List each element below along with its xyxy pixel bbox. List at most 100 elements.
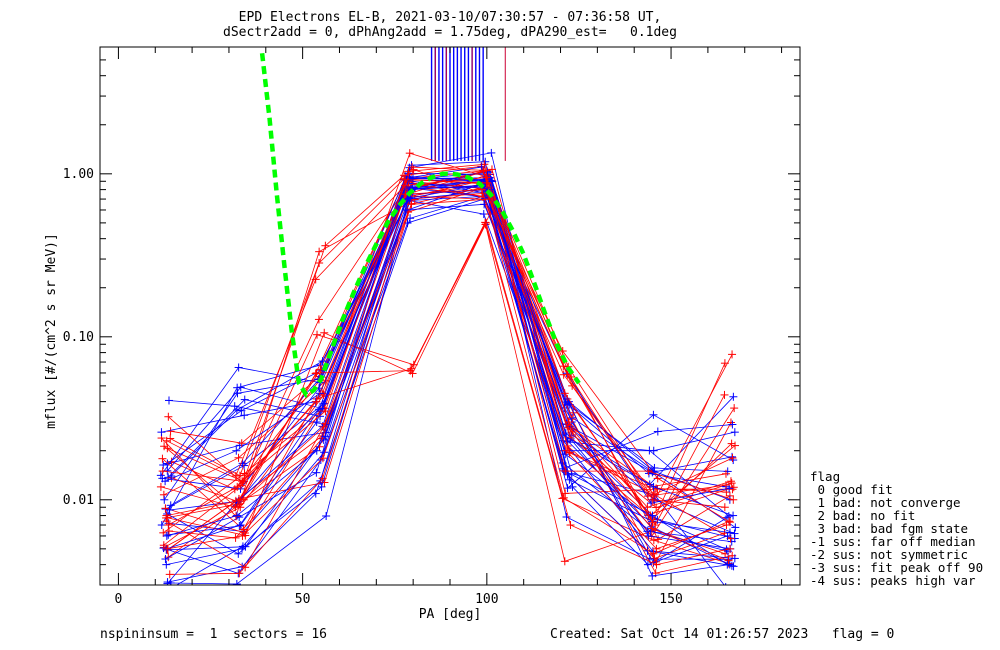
data-point — [649, 410, 658, 419]
fit-curve — [259, 52, 581, 399]
data-point — [728, 350, 737, 359]
data-point — [569, 408, 578, 417]
data-point — [230, 402, 239, 411]
data-point — [720, 390, 729, 399]
data-point — [654, 535, 663, 544]
data-point — [164, 412, 173, 421]
data-point — [728, 485, 737, 494]
data-point — [158, 467, 167, 476]
profile-line — [161, 174, 735, 538]
data-point — [729, 456, 738, 465]
profile-line — [166, 179, 731, 550]
data-point — [408, 174, 417, 183]
data-point — [165, 505, 174, 514]
data-point — [238, 531, 247, 540]
data-point — [321, 432, 330, 441]
data-point — [400, 171, 409, 180]
data-point — [648, 495, 657, 504]
data-point — [161, 477, 170, 486]
data-point — [320, 478, 329, 487]
profile-line — [166, 203, 731, 565]
data-point — [649, 482, 658, 491]
data-point — [318, 357, 327, 366]
data-point — [728, 420, 737, 429]
flag-legend-item: -4 sus: peaks high var — [810, 573, 976, 588]
data-point — [233, 389, 242, 398]
flag-legend-item: 2 bad: no fit — [810, 508, 916, 523]
data-point — [162, 436, 171, 445]
data-point — [240, 395, 249, 404]
profile-line — [163, 180, 733, 574]
data-point — [568, 381, 577, 390]
data-point — [321, 407, 330, 416]
profile-line — [163, 189, 735, 501]
data-point — [317, 482, 326, 491]
data-point — [162, 531, 171, 540]
x-tick-label: 0 — [115, 592, 123, 607]
y-tick-label: 1.00 — [63, 167, 94, 182]
data-point — [648, 511, 657, 520]
data-point — [643, 503, 652, 512]
data-point — [482, 173, 491, 182]
data-point — [725, 484, 734, 493]
data-point — [232, 580, 241, 585]
data-point — [729, 495, 738, 504]
data-point — [727, 479, 736, 488]
data-point — [727, 439, 736, 448]
data-point — [487, 165, 496, 174]
data-point — [406, 214, 415, 223]
data-point — [313, 330, 322, 339]
data-point — [729, 392, 738, 401]
footer-spin-info: nspininsum = 1 sectors = 16 — [100, 627, 327, 642]
profile-line — [168, 170, 732, 558]
profile-line — [168, 165, 726, 524]
data-point — [166, 501, 175, 510]
data-point — [162, 511, 171, 520]
data-point — [318, 454, 327, 463]
data-point — [160, 442, 169, 451]
data-point — [723, 531, 732, 540]
data-point — [404, 167, 413, 176]
data-point — [312, 446, 321, 455]
flag-legend-item: 0 good fit — [810, 482, 893, 497]
data-point — [563, 484, 572, 493]
data-point — [234, 549, 243, 558]
data-point — [312, 397, 321, 406]
y-tick-label: 0.10 — [63, 330, 94, 345]
data-point — [726, 477, 735, 486]
profile-line — [166, 189, 727, 550]
profile-line — [167, 186, 731, 551]
data-point — [158, 454, 167, 463]
data-point — [322, 511, 331, 520]
data-point — [235, 569, 244, 578]
x-tick-label: 50 — [295, 592, 311, 607]
data-point — [564, 423, 573, 432]
profile-line — [168, 192, 731, 539]
data-point — [720, 503, 729, 512]
profile-line — [169, 195, 731, 575]
data-point — [564, 418, 573, 427]
data-point — [161, 555, 170, 564]
y-axis-label: mflux [#/(cm^2 s sr MeV)] — [44, 233, 59, 429]
data-point — [318, 474, 327, 483]
data-point — [722, 521, 731, 530]
profile-line — [170, 168, 733, 495]
data-point — [647, 524, 656, 533]
data-point — [649, 536, 658, 545]
data-point — [649, 549, 658, 558]
data-point — [401, 205, 410, 214]
data-point — [730, 554, 739, 563]
data-point — [724, 556, 733, 565]
data-point — [235, 495, 244, 504]
data-point — [240, 469, 249, 478]
profile-line — [167, 194, 728, 583]
data-point — [725, 583, 727, 585]
data-point — [401, 181, 410, 190]
data-point — [408, 163, 417, 172]
data-point — [311, 275, 320, 284]
data-point — [720, 359, 729, 368]
profile-line — [163, 181, 729, 561]
data-point — [644, 467, 653, 476]
profile-line — [166, 177, 725, 526]
